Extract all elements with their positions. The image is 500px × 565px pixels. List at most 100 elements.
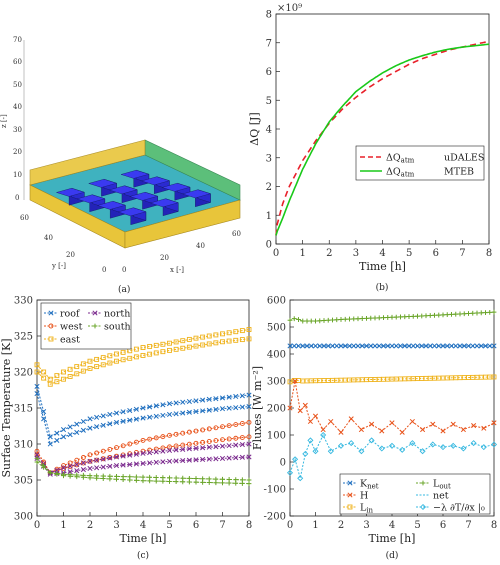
data-marker	[147, 343, 153, 349]
data-marker	[147, 450, 153, 456]
data-marker	[186, 344, 192, 350]
data-marker	[153, 446, 159, 452]
y-tick-label: 0	[266, 240, 272, 251]
data-marker	[107, 463, 113, 469]
data-marker	[334, 343, 340, 349]
data-marker	[220, 424, 225, 430]
data-marker	[120, 443, 126, 449]
data-marker	[213, 480, 219, 486]
data-marker	[54, 373, 60, 379]
y-tick-label: 330	[14, 296, 33, 307]
data-marker	[94, 364, 100, 370]
data-marker	[338, 429, 344, 435]
data-marker	[54, 437, 60, 443]
building-roof	[117, 207, 147, 217]
chart-legend: roof north west south east	[40, 302, 132, 350]
x-axis-label: Time [h]	[369, 532, 416, 545]
data-marker	[448, 343, 455, 349]
data-marker	[430, 421, 436, 427]
data-marker	[167, 340, 172, 346]
data-marker	[359, 343, 365, 349]
data-marker	[47, 470, 53, 476]
data-marker	[94, 475, 100, 481]
data-marker	[226, 423, 232, 429]
data-marker	[372, 315, 378, 321]
data-marker	[355, 343, 361, 349]
data-marker	[330, 317, 335, 323]
data-marker	[320, 431, 327, 439]
legend-label: net	[433, 491, 449, 502]
data-marker	[328, 418, 334, 425]
data-marker	[444, 343, 450, 349]
data-marker	[87, 365, 93, 371]
data-marker	[200, 445, 206, 451]
data-marker	[219, 443, 226, 449]
data-marker	[363, 343, 370, 349]
y-tick-label: 300	[267, 377, 286, 388]
y-tick-label: 310	[14, 440, 33, 451]
data-marker	[61, 369, 66, 375]
data-marker	[487, 309, 493, 315]
data-marker	[406, 314, 412, 319]
z-tick-60: 60	[13, 58, 22, 66]
data-marker	[34, 459, 40, 465]
data-marker	[67, 463, 73, 469]
data-marker	[200, 408, 206, 414]
data-marker	[206, 456, 212, 462]
data-marker	[379, 428, 385, 434]
data-marker	[114, 358, 119, 364]
data-marker	[193, 428, 199, 434]
data-marker	[342, 343, 348, 349]
data-marker	[133, 406, 139, 412]
y-tick-label: 2	[266, 182, 272, 193]
data-marker	[219, 395, 226, 401]
data-marker	[246, 327, 252, 332]
data-marker	[457, 343, 463, 349]
series-line-udales	[275, 40, 490, 236]
data-marker	[246, 404, 252, 410]
data-marker	[127, 477, 133, 483]
data-marker	[226, 330, 232, 336]
data-marker	[74, 461, 80, 468]
data-marker	[180, 458, 186, 464]
y-tick-label: 0	[280, 458, 286, 469]
building-roof	[161, 182, 191, 192]
data-marker	[140, 478, 146, 484]
data-marker	[140, 460, 146, 466]
data-marker	[480, 444, 487, 451]
building-block	[181, 189, 212, 208]
data-marker	[338, 317, 344, 322]
data-marker	[302, 402, 308, 408]
data-marker	[233, 405, 239, 411]
x-tick-label: 2	[338, 520, 344, 531]
data-marker	[414, 343, 421, 349]
z-tick-0: 0	[15, 194, 19, 202]
data-marker	[74, 457, 80, 463]
data-marker	[200, 479, 206, 485]
x-tick-label: 2	[326, 248, 332, 259]
data-marker	[186, 446, 192, 452]
legend-box	[339, 473, 491, 515]
x-tick-label: 6	[440, 520, 446, 531]
data-marker	[193, 445, 199, 451]
data-marker	[440, 343, 446, 349]
panel-b: 0 1 2 3 4 5 6 7 8 0 1 2 3 4 5 6 7 8 Time [h] ×10⁹ ΔQ [J] (b) Δ…	[248, 3, 492, 293]
series-H	[289, 380, 495, 434]
data-marker	[491, 309, 497, 315]
data-marker	[41, 416, 47, 422]
data-marker	[470, 343, 476, 349]
building-block	[120, 169, 150, 188]
data-marker	[378, 445, 385, 452]
x-tick-label: 7	[465, 520, 471, 531]
x-tick-label: 4	[389, 520, 395, 531]
building-roof	[149, 198, 179, 208]
data-marker	[67, 366, 73, 372]
data-marker	[206, 439, 212, 444]
data-marker	[133, 416, 139, 422]
z-tick-70: 70	[13, 36, 22, 44]
data-marker	[246, 441, 252, 447]
data-marker	[113, 419, 120, 425]
data-marker	[478, 343, 484, 349]
series-net	[289, 433, 495, 479]
legend-label: Lin	[360, 503, 374, 515]
